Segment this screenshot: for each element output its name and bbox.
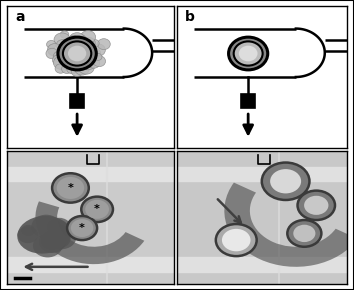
Bar [7,258,174,272]
Circle shape [63,41,73,49]
Circle shape [72,67,83,77]
Text: *: * [94,204,100,214]
Circle shape [222,229,251,251]
Circle shape [94,53,102,61]
Bar [241,94,255,108]
Circle shape [86,47,101,60]
Circle shape [80,31,96,44]
Circle shape [41,233,62,249]
Circle shape [81,43,88,49]
Circle shape [60,31,69,38]
Circle shape [58,37,96,70]
Circle shape [46,48,58,59]
Circle shape [47,218,71,237]
Circle shape [56,40,69,51]
Circle shape [53,56,69,69]
Circle shape [68,46,86,61]
Circle shape [31,215,61,238]
Circle shape [78,43,87,51]
Circle shape [46,228,69,247]
Circle shape [84,44,94,52]
Circle shape [43,219,69,240]
Text: *: * [79,223,85,233]
Circle shape [93,56,105,67]
Circle shape [66,60,77,69]
Circle shape [57,47,68,57]
Circle shape [71,219,93,237]
Circle shape [67,64,78,74]
Circle shape [17,226,38,243]
Circle shape [54,33,70,47]
Circle shape [73,59,80,65]
Circle shape [52,173,89,203]
Circle shape [239,46,257,61]
Circle shape [67,35,79,46]
Circle shape [46,229,70,248]
Circle shape [88,47,96,54]
Circle shape [90,39,99,47]
Circle shape [81,47,92,56]
Circle shape [57,177,84,199]
Circle shape [81,57,96,70]
Circle shape [21,225,35,236]
Circle shape [67,216,97,240]
Text: *: * [68,183,73,193]
Circle shape [88,58,100,68]
Circle shape [79,44,88,52]
Circle shape [293,225,315,242]
Text: b: b [185,10,195,24]
Circle shape [229,37,268,70]
Circle shape [287,220,321,247]
Circle shape [216,224,257,256]
Circle shape [39,231,66,253]
Circle shape [91,44,105,56]
Circle shape [62,64,72,73]
Circle shape [55,64,66,73]
Circle shape [234,41,263,66]
Circle shape [81,197,113,222]
Circle shape [46,225,76,249]
Circle shape [85,200,109,219]
Wedge shape [35,201,144,264]
Circle shape [270,169,301,193]
Circle shape [69,33,85,46]
Circle shape [262,162,309,200]
Circle shape [47,40,56,48]
Circle shape [57,46,69,56]
Circle shape [53,221,67,233]
Circle shape [72,36,85,47]
Wedge shape [224,183,354,267]
Circle shape [33,234,62,258]
Bar [177,258,347,272]
Circle shape [47,44,62,56]
Bar [177,166,347,181]
Circle shape [78,61,94,74]
Circle shape [74,60,85,68]
Circle shape [298,191,335,220]
Circle shape [64,57,77,68]
Circle shape [53,51,66,62]
Circle shape [83,37,95,48]
Circle shape [78,55,90,66]
Bar [70,94,84,108]
Circle shape [304,196,329,215]
Bar [7,166,174,181]
Circle shape [77,35,86,43]
Ellipse shape [17,216,70,254]
Circle shape [97,39,110,50]
Circle shape [52,55,65,65]
Text: a: a [16,10,25,24]
Circle shape [63,41,91,66]
Circle shape [67,44,76,51]
Circle shape [75,63,89,75]
